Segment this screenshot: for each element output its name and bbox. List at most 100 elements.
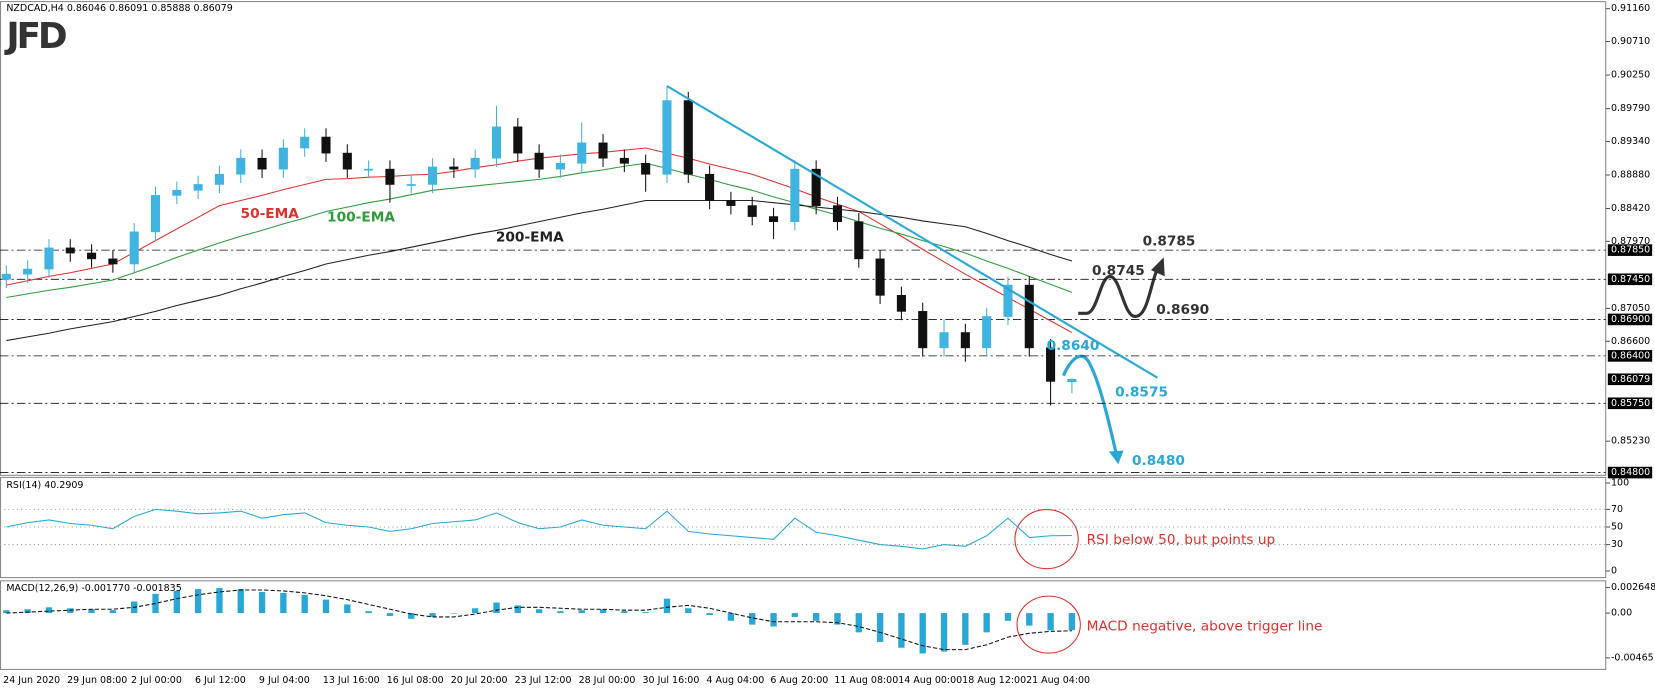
y-tick-label: 0 [1611,565,1617,576]
x-tick-label: 4 Aug 04:00 [706,675,764,686]
candle-body [385,168,395,185]
macd-bar [301,594,308,614]
candle-body [300,136,310,149]
macd-bar [983,613,990,633]
level-label-box [1607,397,1653,410]
level-label-box [1607,313,1653,326]
candle-body [747,205,757,217]
bull-arrowhead [1151,257,1165,277]
x-tick-label: 14 Aug 00:00 [898,675,962,686]
candle-body [214,173,224,185]
candle-body [342,152,352,170]
candle-body [406,184,416,186]
candle-body [832,205,843,222]
y-tick-label: 0.87970 [1611,236,1650,247]
macd-bar [3,610,10,614]
x-tick-label: 9 Jul 04:00 [259,675,310,686]
y-tick-label: 0.00 [1611,608,1632,619]
candle-body [555,162,565,170]
macd-bar [834,613,841,625]
bear-arrowhead [1108,450,1124,465]
candle-body [705,173,715,201]
macd-circle [1016,595,1081,654]
macd-bar [919,613,926,654]
last-price-label: 0.86079 [1611,374,1650,385]
candle-body [87,252,97,260]
candle-body [641,162,651,175]
level-label: 0.87450 [1611,274,1650,285]
annotation: 0.8640 [1047,338,1100,354]
candle-body [364,168,374,171]
macd-bar [344,604,351,614]
ema-line [6,199,1073,342]
macd-bar [1004,613,1012,621]
main-panel [0,1,1607,476]
candle-body [683,100,693,175]
annotation: 0.8575 [1115,384,1168,400]
macd-bar [791,613,799,617]
candle-body [449,166,459,170]
macd-bar [173,590,180,614]
x-tick-label: 6 Jul 12:00 [195,675,246,686]
level-label: 0.84800 [1611,467,1650,478]
candle-body [619,157,629,164]
macd-title: MACD(12,26,9) -0.001770 -0.001835 [6,583,181,594]
candle-body [790,168,800,222]
macd-bar [599,609,607,614]
chart-title: NZDCAD,H4 0.86046 0.86091 0.85888 0.8607… [6,3,232,14]
x-tick-label: 2 Jul 00:00 [131,675,182,686]
y-tick-label: 30 [1611,539,1623,550]
macd-bar [557,611,564,614]
annotation: 0.8745 [1092,263,1145,279]
candle-body [491,126,502,159]
candle-body [1046,347,1056,382]
candle-body [23,268,33,275]
macd-bar [727,613,735,621]
candle-body [150,195,161,233]
candle-body [1003,284,1013,317]
annotation: 0.8690 [1156,302,1209,318]
macd-bar [493,602,500,614]
y-tick-label: 0.89340 [1611,136,1650,147]
level-label: 0.86400 [1611,350,1650,361]
macd-bar [237,589,244,614]
annotation: 0.8480 [1132,453,1185,469]
candle-body [321,136,331,154]
y-tick-label: 0.91160 [1611,3,1650,14]
macd-bar [663,598,671,614]
ema-line [6,162,1073,299]
candle-body [44,247,54,270]
y-tick-label: 70 [1611,504,1623,515]
y-tick-label: 50 [1611,521,1623,532]
y-tick-label: 0.88420 [1611,203,1650,214]
macd-bar [514,605,521,614]
macd-bar [621,611,628,614]
macd-bar [1068,613,1076,631]
bear-arrow [1062,354,1118,455]
macd-bar [258,591,266,614]
candle-body [577,142,587,164]
y-tick-label: 0.89790 [1611,103,1650,114]
rsi-panel [0,476,1607,579]
level-label: 0.85750 [1611,398,1650,409]
bull-arrow [1078,265,1160,319]
candle-body [854,221,864,260]
x-tick-label: 28 Jul 00:00 [579,675,636,686]
x-tick-label: 20 Jul 20:00 [451,675,508,686]
macd-bar [45,607,53,614]
logo: JFD [3,16,66,57]
candle-body [598,142,608,159]
candle-body [939,332,949,349]
rsi-line [6,508,1072,550]
annotation: MACD negative, above trigger line [1087,619,1323,635]
macd-bar [280,592,287,614]
macd-bar [88,609,95,614]
macd-bar [322,599,330,614]
macd-bar [216,588,223,614]
x-tick-label: 18 Aug 12:00 [962,675,1026,686]
level-label-box [1607,244,1653,256]
x-tick-label: 30 Jul 16:00 [643,675,700,686]
macd-bar [706,613,713,616]
x-tick-label: 23 Jul 12:00 [515,675,572,686]
